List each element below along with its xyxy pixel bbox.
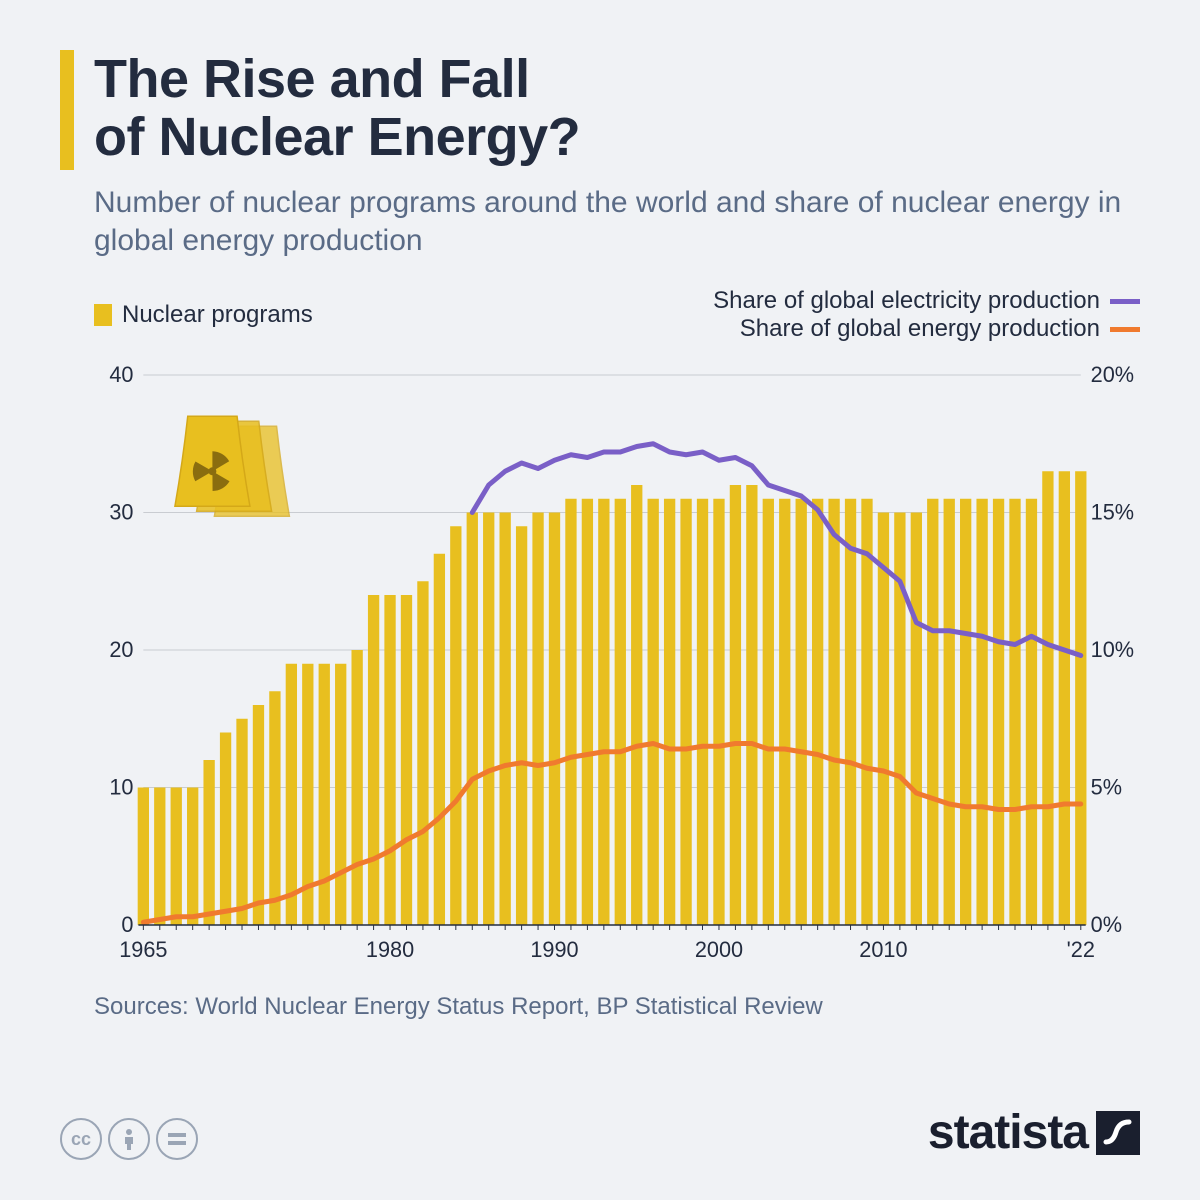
svg-text:10%: 10% xyxy=(1091,637,1134,662)
svg-text:1980: 1980 xyxy=(366,937,414,962)
legend-lines: Share of global electricity production S… xyxy=(713,287,1140,343)
svg-text:10: 10 xyxy=(109,774,133,799)
svg-text:1965: 1965 xyxy=(119,937,167,962)
svg-text:5%: 5% xyxy=(1091,774,1122,799)
cc-icon: cc xyxy=(60,1118,102,1160)
svg-text:1990: 1990 xyxy=(530,937,578,962)
subtitle: Number of nuclear programs around the wo… xyxy=(94,184,1140,259)
legend-bars: Nuclear programs xyxy=(94,287,313,343)
legend-swatch-bars xyxy=(94,304,112,326)
svg-text:20: 20 xyxy=(109,637,133,662)
combo-chart: 0 0% 10 5% 20 10% 30 15% 40 20% 1965 1980 1990 2000 20… xyxy=(94,355,1140,975)
nd-icon xyxy=(156,1118,198,1160)
legend-line1-swatch xyxy=(1110,299,1140,304)
svg-text:30: 30 xyxy=(109,499,133,524)
svg-text:0%: 0% xyxy=(1091,912,1122,937)
title-line1: The Rise and Fall xyxy=(94,50,580,108)
brand-logo: statista xyxy=(928,1105,1140,1160)
cc-license-icons: cc xyxy=(60,1118,198,1160)
svg-text:2010: 2010 xyxy=(859,937,907,962)
svg-text:'22: '22 xyxy=(1067,937,1095,962)
svg-text:2000: 2000 xyxy=(695,937,743,962)
svg-text:20%: 20% xyxy=(1091,362,1134,387)
legend-line2-label: Share of global energy production xyxy=(740,315,1100,343)
title-text: The Rise and Fall of Nuclear Energy? xyxy=(94,50,580,170)
brand-text: statista xyxy=(928,1105,1088,1160)
svg-text:15%: 15% xyxy=(1091,499,1134,524)
brand-mark-icon xyxy=(1096,1111,1140,1155)
footer: cc statista xyxy=(60,1105,1140,1160)
legend-line2-swatch xyxy=(1110,327,1140,332)
svg-text:40: 40 xyxy=(109,362,133,387)
title-line2: of Nuclear Energy? xyxy=(94,108,580,166)
title-accent-bar xyxy=(60,50,74,170)
svg-text:0: 0 xyxy=(121,912,133,937)
attribution-icon xyxy=(108,1118,150,1160)
title-block: The Rise and Fall of Nuclear Energy? xyxy=(60,50,1140,170)
legend: Nuclear programs Share of global electri… xyxy=(94,287,1140,343)
sources-text: Sources: World Nuclear Energy Status Rep… xyxy=(94,993,1140,1021)
chart-container: 0 0% 10 5% 20 10% 30 15% 40 20% 1965 1980 1990 2000 20… xyxy=(94,355,1140,975)
legend-bars-label: Nuclear programs xyxy=(122,301,313,329)
legend-line1-label: Share of global electricity production xyxy=(713,287,1100,315)
